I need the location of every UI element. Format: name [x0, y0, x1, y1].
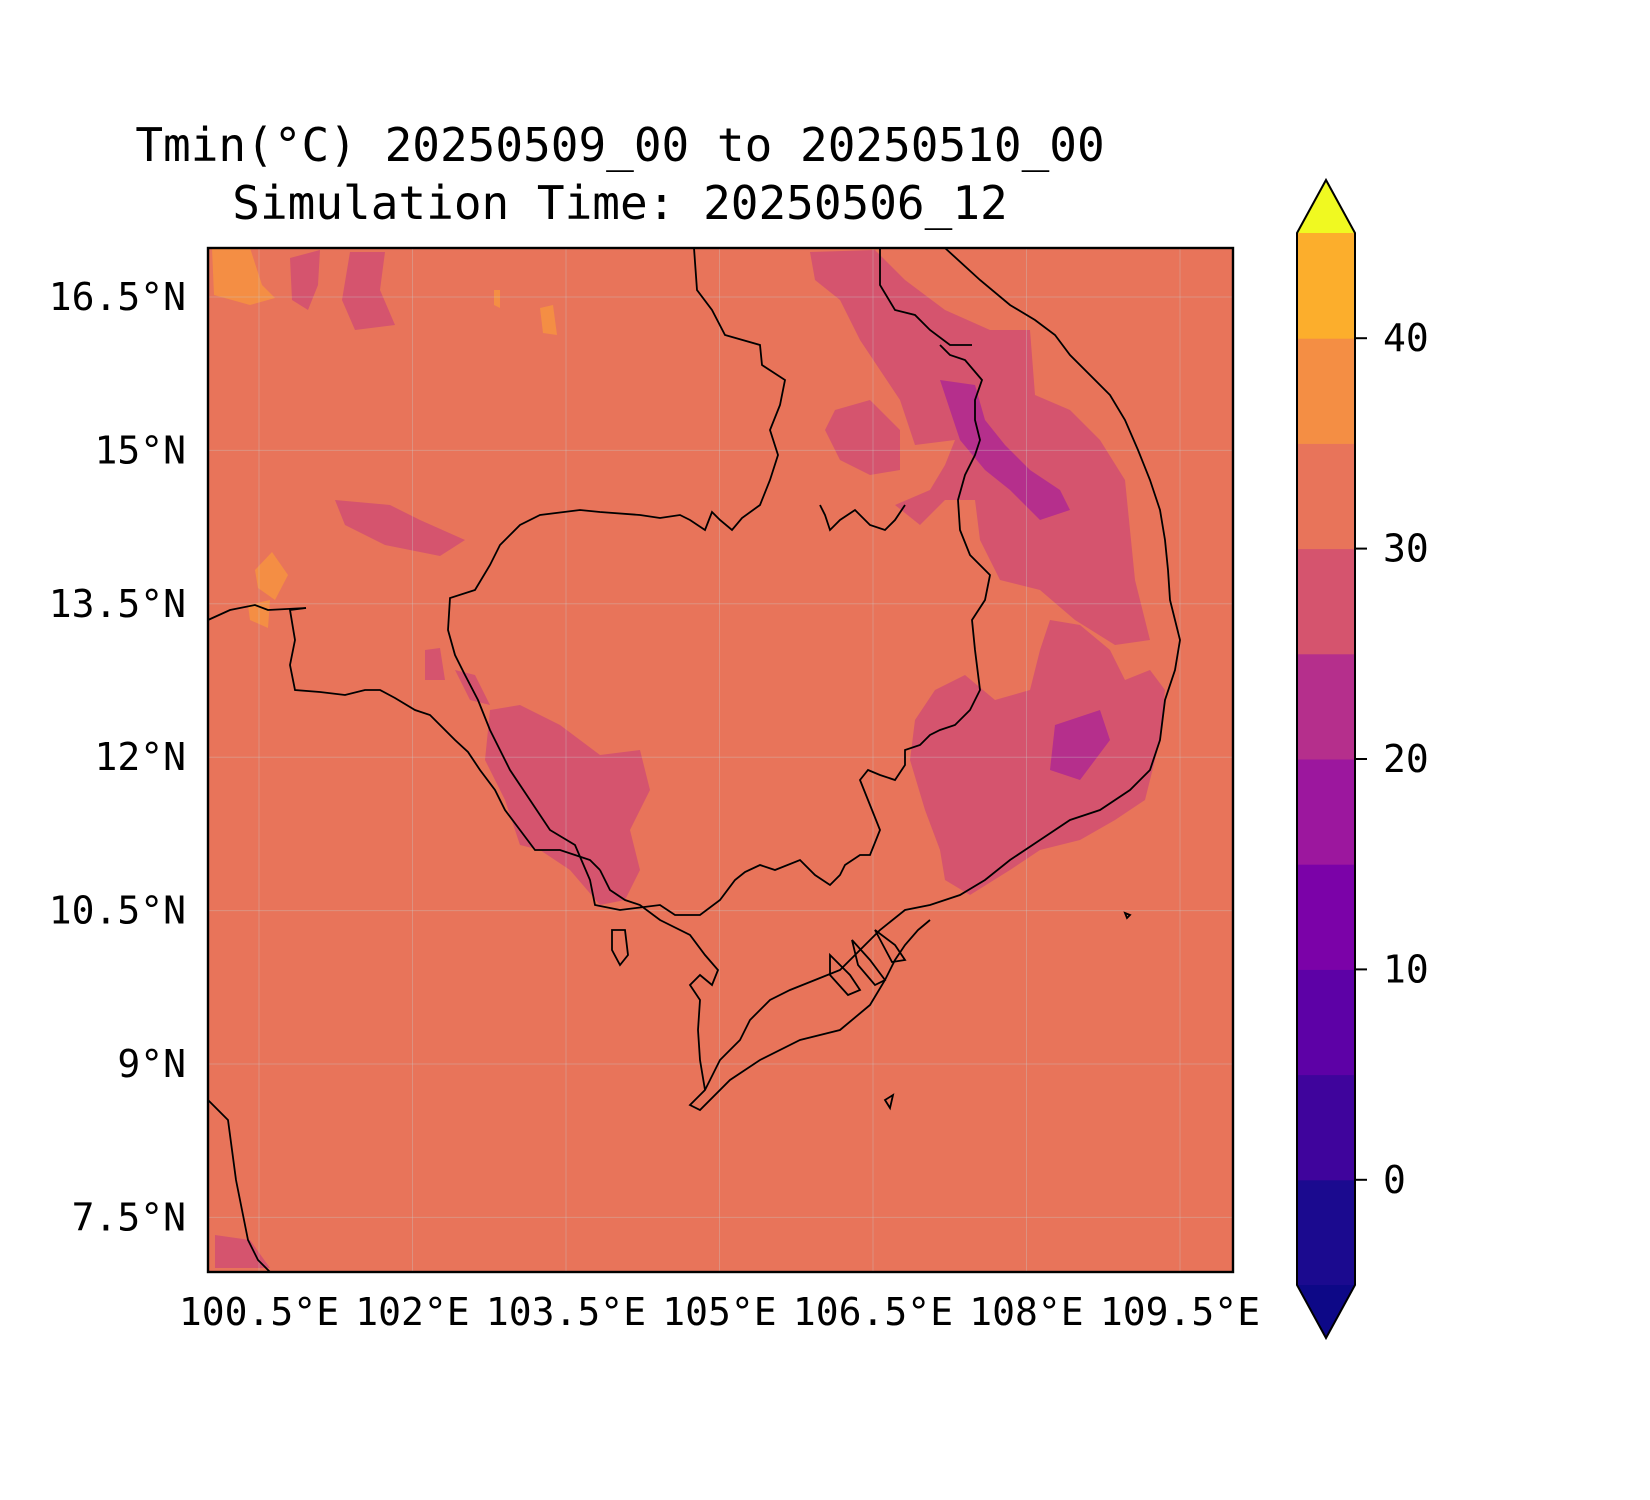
coastline — [688, 247, 1181, 1112]
map-subtitle: Simulation Time: 20250506_12 — [232, 176, 1008, 230]
map-frame — [206, 246, 1235, 1274]
longitude-tick-label: 103.5°E — [486, 1290, 646, 1334]
latitude-tick-label: 13.5°N — [49, 582, 186, 626]
contour-cool-region — [485, 705, 650, 905]
contour-cool-region — [215, 1235, 270, 1268]
island — [883, 1093, 895, 1111]
contour-cool-region — [910, 620, 1165, 895]
map-gridlines — [208, 248, 1233, 1272]
latitude-tick-label: 12°N — [94, 735, 186, 779]
island — [611, 929, 629, 967]
latitude-tick-label: 7.5°N — [72, 1195, 186, 1239]
contour-warm-region — [494, 290, 500, 308]
colorbar-tick-label: 10 — [1383, 947, 1429, 991]
colorbar-extend-min — [1297, 1285, 1355, 1338]
island — [874, 929, 907, 963]
contour-cold-region — [940, 380, 1070, 520]
longitude-tick-label: 105°E — [662, 1290, 776, 1334]
coastline — [288, 607, 601, 871]
contour-warm-region — [248, 600, 270, 628]
colorbar-segment — [1297, 969, 1355, 1076]
land-border — [819, 504, 906, 532]
contour-warm-region — [540, 305, 557, 335]
land-border — [879, 248, 972, 346]
latitude-tick-label: 9°N — [117, 1042, 186, 1086]
contour-cool-region — [290, 250, 320, 310]
contour-cool-region — [342, 252, 395, 330]
island — [829, 952, 862, 997]
colorbar-segment — [1297, 1179, 1355, 1286]
colorbar-segment — [1297, 759, 1355, 865]
colorbar-segment — [1297, 1074, 1355, 1181]
colorbar-segment — [1297, 864, 1355, 970]
colorbar-segment — [1297, 338, 1355, 444]
coastline — [207, 1099, 271, 1273]
colorbar-segment — [1297, 443, 1355, 550]
colorbar-tick-label: 20 — [1383, 737, 1429, 781]
contour-cool-region — [425, 648, 445, 680]
contour-cool-region — [825, 400, 900, 475]
colorbar-tick-label: 40 — [1383, 316, 1429, 360]
contour-cold-region — [1050, 710, 1110, 780]
longitude-tick-label: 109.5°E — [1100, 1290, 1260, 1334]
latitude-axis: 16.5°N 15°N 13.5°N 12°N 10.5°N 9°N 7.5°N — [49, 275, 186, 1239]
island — [851, 939, 887, 987]
longitude-tick-label: 106.5°E — [793, 1290, 953, 1334]
latitude-tick-label: 15°N — [94, 428, 186, 472]
longitude-tick-label: 102°E — [355, 1290, 469, 1334]
contour-warm-region — [212, 248, 275, 305]
coastlines-borders — [207, 247, 1181, 1273]
map-title: Tmin(°C) 20250509_00 to 20250510_00 — [135, 118, 1105, 172]
coastline — [599, 869, 720, 1091]
colorbar-segment — [1297, 233, 1355, 339]
contour-warm-region — [255, 552, 288, 600]
colorbar-tick-label: 30 — [1383, 527, 1429, 571]
colorbar-extend-max — [1297, 180, 1355, 233]
latitude-tick-label: 16.5°N — [49, 275, 186, 319]
colorbar-segment — [1297, 653, 1355, 760]
island — [1123, 911, 1132, 920]
latitude-tick-label: 10.5°N — [49, 889, 186, 933]
land-border — [447, 247, 991, 916]
longitude-tick-label: 100.5°E — [179, 1290, 339, 1334]
coastline — [207, 604, 307, 621]
colorbar: 0 10 20 30 40 — [1296, 177, 1429, 1341]
longitude-tick-label: 108°E — [969, 1290, 1083, 1334]
colorbar-tick-label: 0 — [1383, 1158, 1406, 1202]
contour-cool-region — [335, 500, 465, 556]
colorbar-outline — [1296, 177, 1356, 1341]
colorbar-segment — [1297, 548, 1355, 655]
tmin-contours — [212, 248, 1165, 1268]
longitude-axis: 100.5°E 102°E 103.5°E 105°E 106.5°E 108°E 109.… — [179, 1290, 1260, 1334]
